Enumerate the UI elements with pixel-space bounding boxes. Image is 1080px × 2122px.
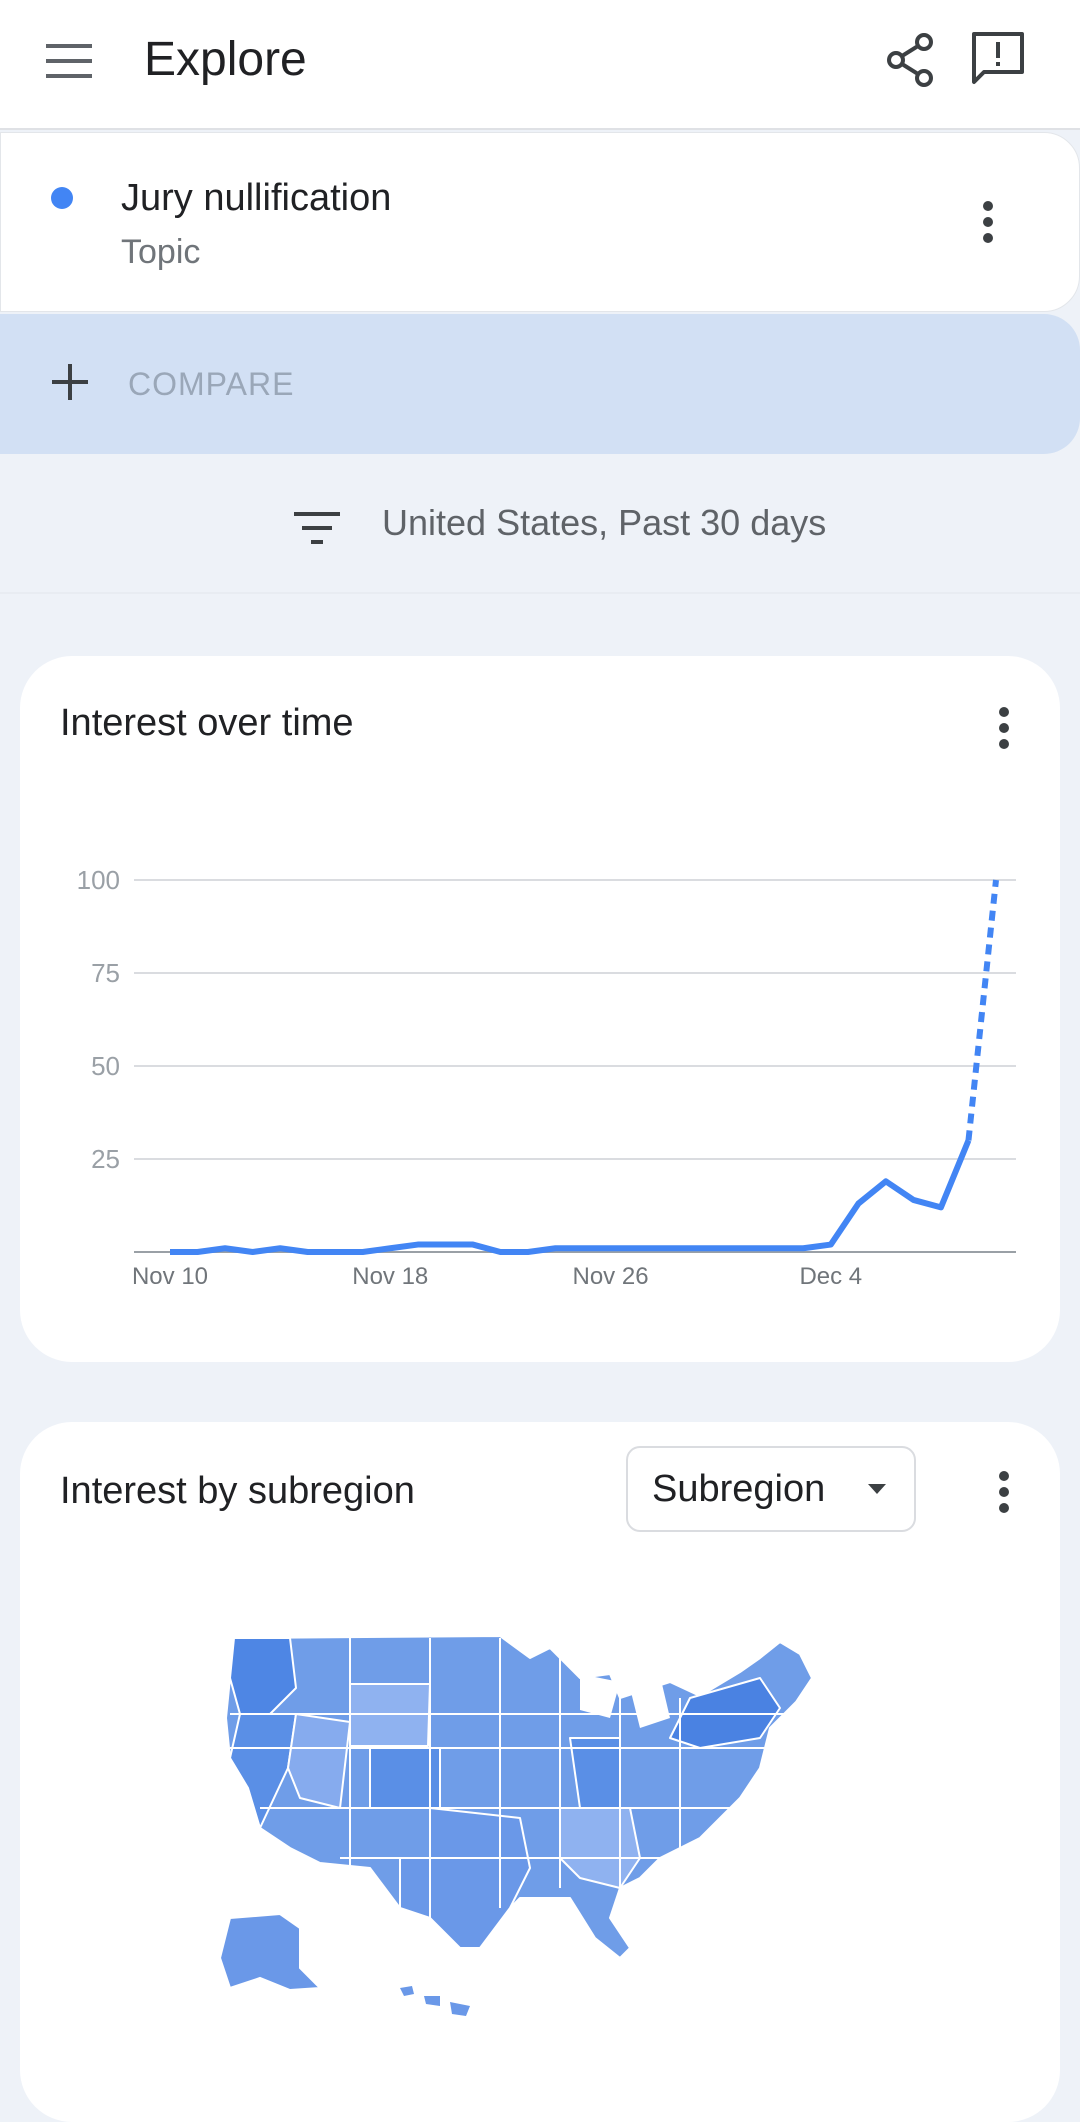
map-region xyxy=(450,2002,470,2016)
map-region xyxy=(630,1684,670,1728)
caret-down-icon xyxy=(868,1484,886,1494)
y-tick-label: 75 xyxy=(91,958,120,988)
compare-label: COMPARE xyxy=(128,366,295,402)
plus-icon xyxy=(52,364,88,400)
term-type: Topic xyxy=(121,233,201,271)
interest-over-time-card: Interest over time 25 50 75 100 Nov 10 Nov 18… xyxy=(20,656,1060,1362)
compare-button[interactable]: COMPARE xyxy=(0,314,1080,454)
term-name: Jury nullification xyxy=(121,177,392,219)
us-map xyxy=(218,1635,813,2016)
app-bar: Explore xyxy=(0,0,1080,130)
search-term-card[interactable]: Jury nullification Topic xyxy=(0,132,1080,312)
y-tick-label: 50 xyxy=(91,1051,120,1081)
subregion-select-value: Subregion xyxy=(652,1468,826,1510)
series-line-partial xyxy=(965,879,999,1141)
page-title: Explore xyxy=(144,33,307,86)
y-tick-label: 25 xyxy=(91,1144,120,1174)
filter-icon xyxy=(294,512,340,544)
map-region xyxy=(287,1713,351,1809)
interest-by-subregion-title: Interest by subregion xyxy=(60,1470,415,1512)
x-tick-label: Nov 26 xyxy=(573,1263,649,1290)
interest-by-subregion-card: Interest by subregion Subregion xyxy=(20,1422,1060,2122)
interest-over-time-more-icon[interactable] xyxy=(982,702,1026,762)
x-tick-label: Nov 18 xyxy=(352,1263,428,1290)
subregion-select[interactable]: Subregion xyxy=(626,1446,916,1532)
map-region xyxy=(218,1912,323,1992)
term-more-icon[interactable] xyxy=(966,196,1010,256)
interest-by-subregion-more-icon[interactable] xyxy=(982,1466,1026,1526)
x-tick-label: Dec 4 xyxy=(799,1263,862,1290)
series-line xyxy=(170,1139,972,1255)
filter-summary: United States, Past 30 days xyxy=(382,502,827,543)
interest-over-time-title: Interest over time xyxy=(60,702,354,744)
menu-icon[interactable] xyxy=(44,40,96,84)
y-tick-label: 100 xyxy=(77,865,120,895)
map-region xyxy=(424,1996,440,2006)
map-region xyxy=(400,1986,414,1996)
filter-row[interactable]: United States, Past 30 days xyxy=(0,470,1080,580)
interest-over-time-chart: 25 50 75 100 Nov 10 Nov 18 Nov 26 Dec 4 xyxy=(77,865,1016,1290)
term-color-dot xyxy=(51,187,73,209)
divider xyxy=(0,592,1080,594)
map-region xyxy=(580,1674,620,1718)
x-tick-label: Nov 10 xyxy=(132,1263,208,1290)
share-icon[interactable] xyxy=(880,28,944,92)
feedback-icon[interactable] xyxy=(966,28,1030,92)
